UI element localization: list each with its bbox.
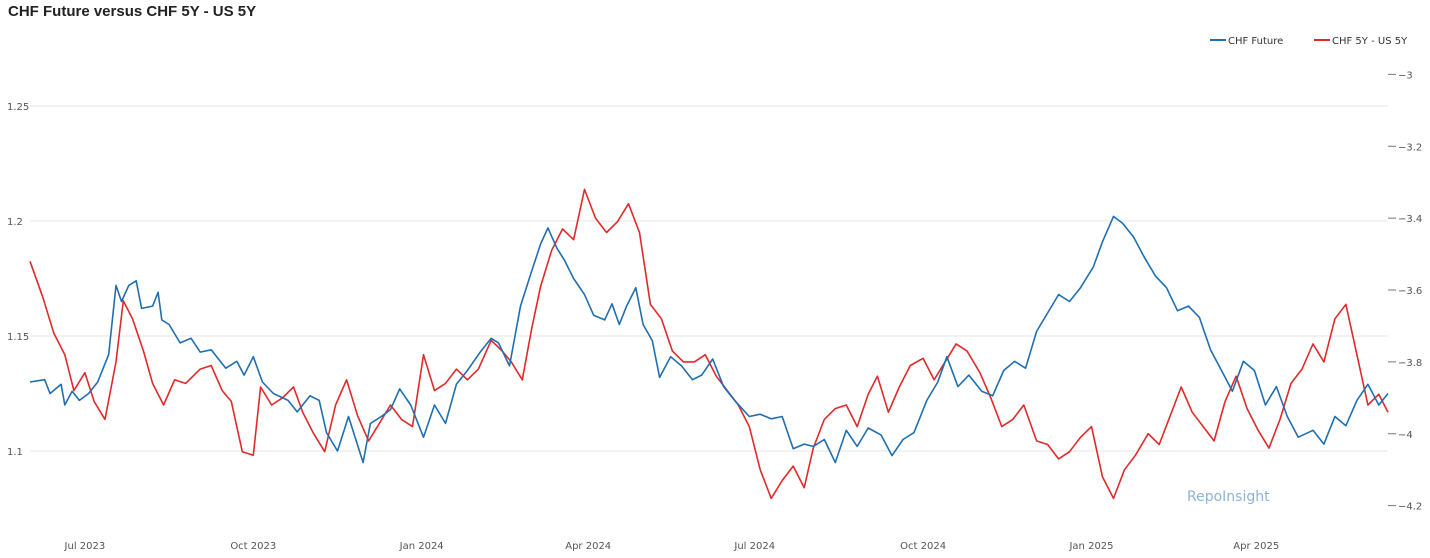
x-tick-label: Apr 2024 bbox=[565, 541, 611, 552]
right-tick-label: −3.2 bbox=[1398, 142, 1422, 153]
series-line-chf5y-us5y[interactable] bbox=[29, 188, 1389, 500]
x-tick-label: Jan 2024 bbox=[399, 541, 444, 552]
x-tick-label: Jan 2025 bbox=[1068, 541, 1113, 552]
right-tick-label: −4 bbox=[1398, 430, 1413, 441]
right-tick-label: −3.6 bbox=[1398, 286, 1422, 297]
left-tick-label: 1.2 bbox=[7, 217, 23, 228]
watermark-text: RepoInsight bbox=[1187, 489, 1270, 505]
x-tick-label: Oct 2024 bbox=[900, 541, 946, 552]
x-tick-label: Jul 2023 bbox=[64, 541, 106, 552]
legend-label[interactable]: CHF Future bbox=[1228, 36, 1283, 47]
x-tick-label: Apr 2025 bbox=[1233, 541, 1279, 552]
legend-label[interactable]: CHF 5Y - US 5Y bbox=[1332, 36, 1408, 47]
x-tick-label: Jul 2024 bbox=[733, 541, 775, 552]
right-tick-label: −3.4 bbox=[1398, 214, 1422, 225]
x-tick-label: Oct 2023 bbox=[230, 541, 276, 552]
left-tick-label: 1.1 bbox=[7, 447, 23, 458]
grid-lines bbox=[30, 105, 1388, 452]
left-tick-label: 1.25 bbox=[7, 102, 29, 113]
left-axis-ticks: 1.1 1.15 1.2 1.25 bbox=[7, 102, 29, 458]
right-tick-label: −3 bbox=[1398, 70, 1413, 81]
series-layer bbox=[29, 188, 1389, 500]
right-tick-label: −4.2 bbox=[1398, 502, 1422, 513]
chart-title: CHF Future versus CHF 5Y - US 5Y bbox=[8, 3, 257, 20]
right-tick-label: −3.8 bbox=[1398, 358, 1422, 369]
right-axis-ticks: −3 −3.2 −3.4 −3.6 −3.8 −4 −4.2 bbox=[1388, 70, 1422, 513]
x-axis-ticks: Jul 2023 Oct 2023 Jan 2024 Apr 2024 Jul 2024… bbox=[64, 541, 1280, 552]
series-line-chf-future[interactable] bbox=[29, 215, 1389, 464]
legend[interactable]: CHF Future CHF 5Y - US 5Y bbox=[1210, 36, 1408, 47]
left-tick-label: 1.15 bbox=[7, 332, 29, 343]
